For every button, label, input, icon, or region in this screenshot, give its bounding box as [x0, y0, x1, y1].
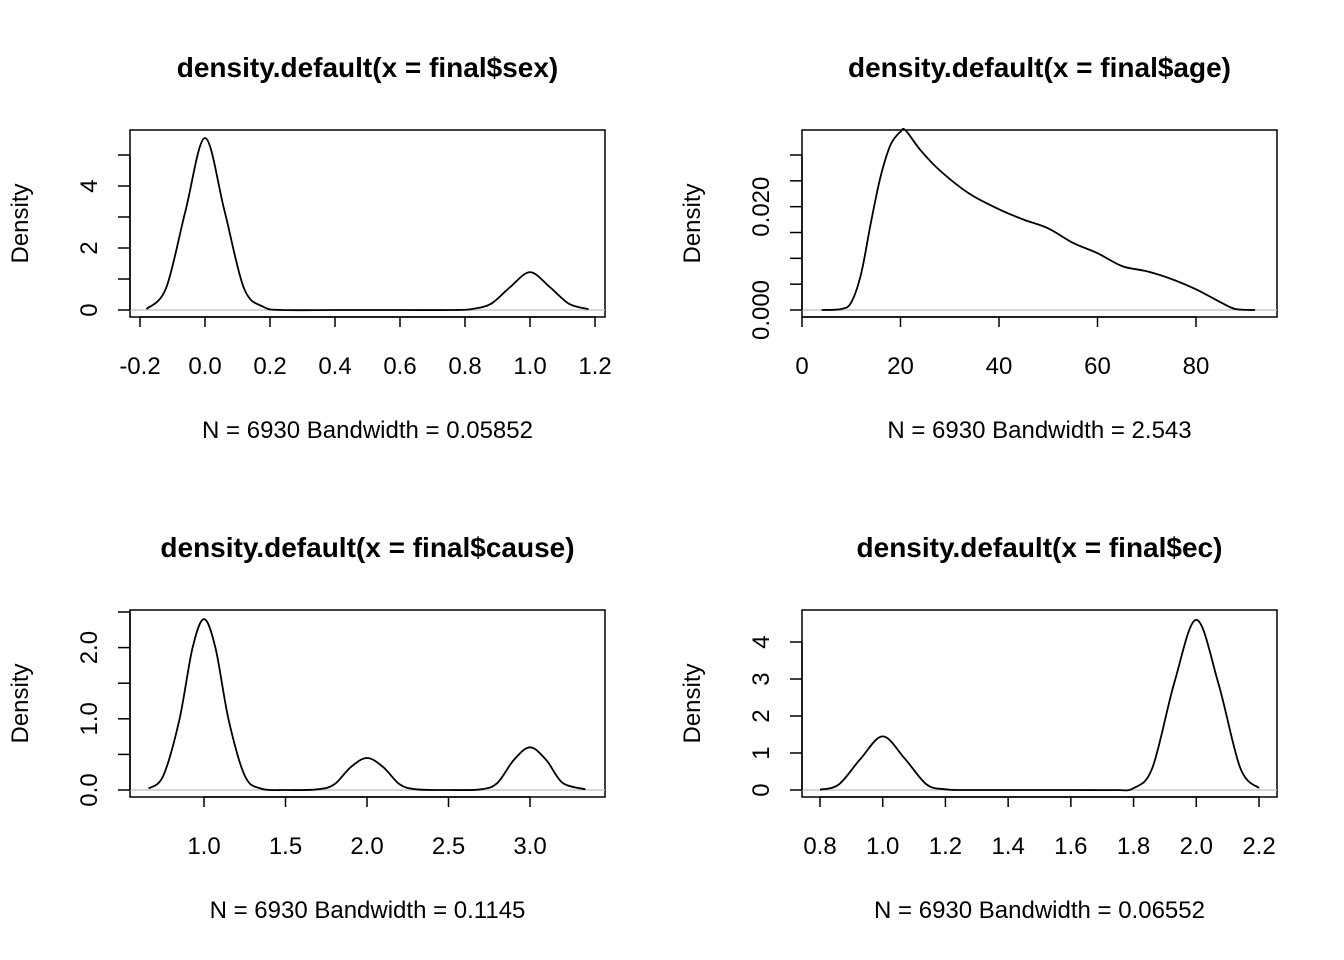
y-axis-label: Density [7, 183, 34, 263]
x-tick-label: 20 [887, 353, 914, 380]
x-tick-label: 1.0 [513, 353, 546, 380]
x-tick-label: 0.8 [803, 833, 836, 860]
x-tick-label: 0.8 [448, 353, 481, 380]
chart-title: density.default(x = final$age) [848, 52, 1231, 83]
plot-frame [801, 129, 1278, 318]
x-tick-label: 1.6 [1054, 833, 1087, 860]
x-tick-label: 2.0 [350, 833, 383, 860]
x-axis-label: N = 6930 Bandwidth = 0.1145 [210, 897, 526, 924]
density-curve [145, 137, 589, 312]
density-curve [147, 618, 586, 792]
x-tick-label: 1.5 [269, 833, 302, 860]
plot-frame [129, 129, 606, 318]
x-tick-label: 2.5 [432, 833, 465, 860]
x-tick-label: 40 [986, 353, 1013, 380]
x-tick-label: 60 [1084, 353, 1111, 380]
x-tick-label: 2.0 [1180, 833, 1213, 860]
y-tick-label: 3 [748, 672, 775, 685]
x-tick-label: 0.6 [383, 353, 416, 380]
y-tick-label: 2 [748, 709, 775, 722]
density-panel-1: density.default(x = final$sex) -0.2 0.0 0.2… [7, 52, 612, 444]
x-tick-label: -0.2 [119, 353, 160, 380]
y-tick-label: 0.0 [76, 773, 103, 806]
x-tick-label: 2.2 [1242, 833, 1275, 860]
x-tick-label: 80 [1183, 353, 1210, 380]
chart-title: density.default(x = final$sex) [177, 52, 559, 83]
x-tick-label: 1.0 [866, 833, 899, 860]
y-tick-label: 0 [76, 303, 103, 316]
y-tick-label: 1 [748, 746, 775, 759]
y-tick-label: 2 [76, 241, 103, 254]
x-axis-label: N = 6930 Bandwidth = 0.05852 [202, 417, 533, 444]
y-tick-label: 1.0 [76, 702, 103, 735]
density-panel-3: density.default(x = final$cause) 1.0 1.5 2.… [7, 532, 606, 924]
x-tick-label: 1.2 [929, 833, 962, 860]
y-tick-label: 4 [76, 179, 103, 192]
x-axis-label: N = 6930 Bandwidth = 2.543 [887, 417, 1191, 444]
y-tick-label: 4 [748, 635, 775, 648]
x-tick-label: 0.2 [253, 353, 286, 380]
y-axis-label: Density [679, 663, 706, 743]
y-axis-label: Density [679, 183, 706, 263]
density-curve [819, 618, 1260, 792]
y-tick-label: 0.020 [748, 177, 775, 237]
y-axis-label: Density [7, 663, 34, 743]
chart-title: density.default(x = final$cause) [160, 532, 574, 563]
x-tick-label: 0.4 [318, 353, 351, 380]
density-panel-2: density.default(x = final$age) 0 20 40 60 80 0… [679, 52, 1278, 444]
y-tick-label: 0.000 [748, 280, 775, 340]
x-tick-label: 0 [795, 353, 808, 380]
density-panel-4: density.default(x = final$ec) 0.8 1.0 1.2 1.… [679, 532, 1278, 924]
x-tick-label: 3.0 [513, 833, 546, 860]
x-tick-label: 1.0 [187, 833, 220, 860]
chart-title: density.default(x = final$ec) [857, 532, 1223, 563]
y-tick-label: 2.0 [76, 631, 103, 664]
x-tick-label: 0.0 [188, 353, 221, 380]
x-tick-label: 1.4 [991, 833, 1024, 860]
y-tick-label: 0 [748, 783, 775, 796]
x-tick-label: 1.2 [578, 353, 611, 380]
x-axis-label: N = 6930 Bandwidth = 0.06552 [874, 897, 1205, 924]
plot-frame [129, 609, 606, 798]
x-tick-label: 1.8 [1117, 833, 1150, 860]
density-curve [821, 127, 1256, 311]
